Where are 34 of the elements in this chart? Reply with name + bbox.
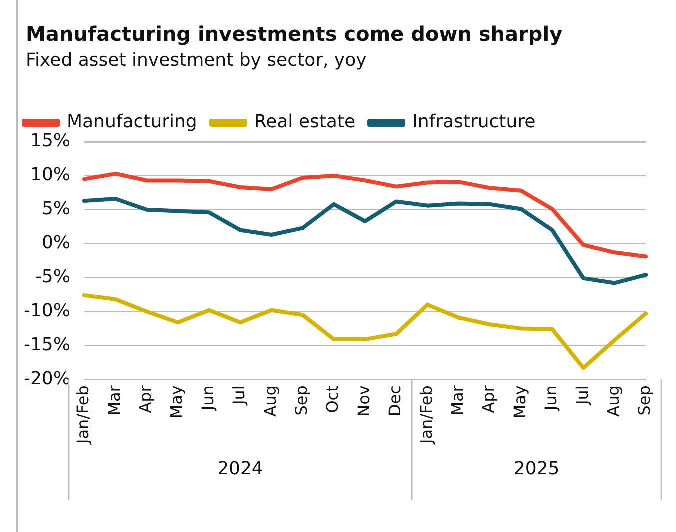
x-tick-label: Jul <box>230 386 249 406</box>
chart-title: Manufacturing investments come down sharply <box>26 22 563 46</box>
x-tick-label: Jan/Feb <box>416 386 436 446</box>
y-tick-label: -5% <box>35 266 71 288</box>
x-tick-label: Nov <box>354 386 374 417</box>
x-tick-label: Oct <box>323 386 342 414</box>
x-tick-label: Mar <box>104 385 124 416</box>
legend-label: Real estate <box>254 112 356 133</box>
y-tick-label: -10% <box>24 300 71 322</box>
legend-label: Infrastructure <box>412 112 536 133</box>
text: 2024 <box>218 458 264 480</box>
chart-subtitle: Fixed asset investment by sector, yoy <box>26 50 367 71</box>
legend-label: Manufacturing <box>67 112 198 133</box>
x-tick-label: Jun <box>542 386 561 412</box>
x-tick-label: Jun <box>198 386 218 412</box>
x-tick-label: Apr <box>136 385 156 414</box>
x-tick-label: Apr <box>479 385 498 414</box>
x-tick-label: Sep <box>292 386 312 416</box>
x-tick-label: May <box>167 386 186 419</box>
x-tick-label: Jan/Feb <box>74 386 93 446</box>
text: 2025 <box>514 458 560 480</box>
x-tick-label: Dec <box>386 386 405 417</box>
x-tick-label: Aug <box>260 386 280 417</box>
x-tick-label: Jul <box>572 386 592 406</box>
y-tick-label: 5% <box>42 198 71 220</box>
x-tick-label: Aug <box>604 386 623 417</box>
y-tick-label: 15% <box>30 130 71 152</box>
y-tick-label: -20% <box>24 368 71 390</box>
y-tick-label: -15% <box>24 334 71 356</box>
x-tick-label: Mar <box>448 385 467 416</box>
x-tick-label: Sep <box>635 386 654 416</box>
y-tick-label: 0% <box>42 232 71 254</box>
x-tick-label: May <box>510 386 530 419</box>
y-tick-label: 10% <box>30 164 71 186</box>
